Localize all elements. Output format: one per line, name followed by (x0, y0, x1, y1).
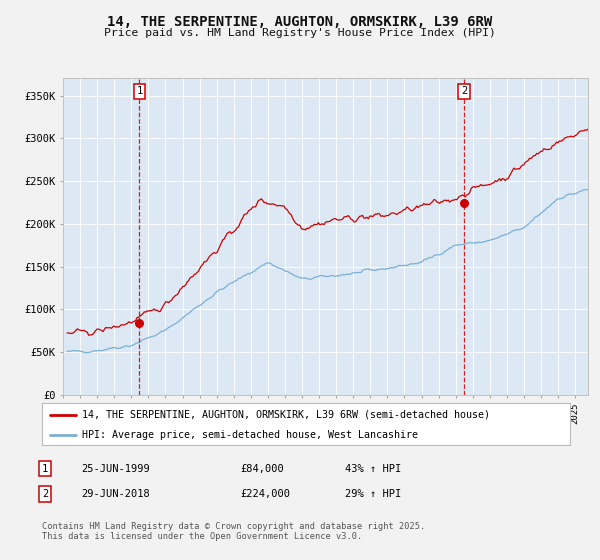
Text: 29-JUN-2018: 29-JUN-2018 (81, 489, 150, 499)
Text: 1: 1 (136, 86, 143, 96)
Text: 14, THE SERPENTINE, AUGHTON, ORMSKIRK, L39 6RW: 14, THE SERPENTINE, AUGHTON, ORMSKIRK, L… (107, 15, 493, 29)
Text: £224,000: £224,000 (240, 489, 290, 499)
Text: 25-JUN-1999: 25-JUN-1999 (81, 464, 150, 474)
Text: Price paid vs. HM Land Registry's House Price Index (HPI): Price paid vs. HM Land Registry's House … (104, 28, 496, 38)
Text: Contains HM Land Registry data © Crown copyright and database right 2025.
This d: Contains HM Land Registry data © Crown c… (42, 522, 425, 542)
Text: 2: 2 (461, 86, 467, 96)
Text: 43% ↑ HPI: 43% ↑ HPI (345, 464, 401, 474)
Text: HPI: Average price, semi-detached house, West Lancashire: HPI: Average price, semi-detached house,… (82, 430, 418, 440)
Text: £84,000: £84,000 (240, 464, 284, 474)
Text: 2: 2 (42, 489, 48, 499)
Text: 14, THE SERPENTINE, AUGHTON, ORMSKIRK, L39 6RW (semi-detached house): 14, THE SERPENTINE, AUGHTON, ORMSKIRK, L… (82, 410, 490, 420)
Text: 29% ↑ HPI: 29% ↑ HPI (345, 489, 401, 499)
Text: 1: 1 (42, 464, 48, 474)
